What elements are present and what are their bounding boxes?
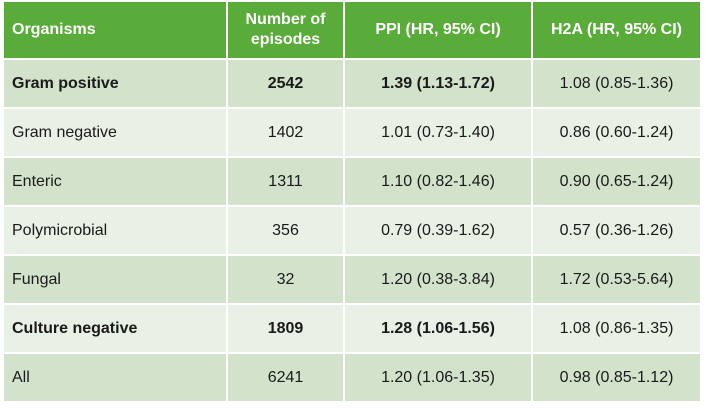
- table-cell: Fungal: [2, 254, 228, 305]
- table-cell: 0.98 (0.85-1.12): [531, 352, 702, 403]
- table-row: Culture negative 1809 1.28 (1.06-1.56) 1.08…: [2, 303, 702, 354]
- table-body: Gram positive 2542 1.39 (1.13-1.72) 1.08 (0…: [2, 58, 702, 403]
- table-cell: 1809: [226, 303, 345, 354]
- table-cell: 1.08 (0.86-1.35): [531, 303, 702, 354]
- table-row: Polymicrobial 356 0.79 (0.39-1.62) 0.57 (0.…: [2, 205, 702, 256]
- table-cell: 356: [226, 205, 345, 256]
- table-cell: 2542: [226, 58, 345, 109]
- header-row: Organisms Number of episodes PPI (HR, 95…: [2, 0, 702, 60]
- header-cell: Number of episodes: [226, 0, 345, 60]
- table-cell: 1.20 (0.38-3.84): [343, 254, 533, 305]
- table-cell: 1.01 (0.73-1.40): [343, 107, 533, 158]
- table-cell: All: [2, 352, 228, 403]
- table-row: Enteric 1311 1.10 (0.82-1.46) 0.90 (0.65-1.…: [2, 156, 702, 207]
- table-cell: 1.10 (0.82-1.46): [343, 156, 533, 207]
- table-row: Fungal 32 1.20 (0.38-3.84) 1.72 (0.53-5.64): [2, 254, 702, 305]
- table-cell: 1.20 (1.06-1.35): [343, 352, 533, 403]
- table-cell: 1.08 (0.85-1.36): [531, 58, 702, 109]
- table-cell: 1.39 (1.13-1.72): [343, 58, 533, 109]
- table-cell: 1402: [226, 107, 345, 158]
- table-cell: 0.57 (0.36-1.26): [531, 205, 702, 256]
- table-cell: 32: [226, 254, 345, 305]
- table-cell: 0.86 (0.60-1.24): [531, 107, 702, 158]
- table-cell: 1.72 (0.53-5.64): [531, 254, 702, 305]
- table-cell: 0.79 (0.39-1.62): [343, 205, 533, 256]
- table-row: Gram negative 1402 1.01 (0.73-1.40) 0.86 (0…: [2, 107, 702, 158]
- table-cell: 1.28 (1.06-1.56): [343, 303, 533, 354]
- table-cell: Gram negative: [2, 107, 228, 158]
- table-cell: 6241: [226, 352, 345, 403]
- table-cell: Gram positive: [2, 58, 228, 109]
- table-cell: Enteric: [2, 156, 228, 207]
- table-row: All 6241 1.20 (1.06-1.35) 0.98 (0.85-1.12): [2, 352, 702, 403]
- table-cell: 1311: [226, 156, 345, 207]
- table-header: Organisms Number of episodes PPI (HR, 95…: [2, 0, 702, 60]
- table-cell: Culture negative: [2, 303, 228, 354]
- header-cell: Organisms: [2, 0, 228, 60]
- table-row: Gram positive 2542 1.39 (1.13-1.72) 1.08 (0…: [2, 58, 702, 109]
- header-cell: H2A (HR, 95% CI): [531, 0, 702, 60]
- table-cell: Polymicrobial: [2, 205, 228, 256]
- header-cell: PPI (HR, 95% CI): [343, 0, 533, 60]
- table-cell: 0.90 (0.65-1.24): [531, 156, 702, 207]
- results-table: Organisms Number of episodes PPI (HR, 95…: [2, 0, 702, 403]
